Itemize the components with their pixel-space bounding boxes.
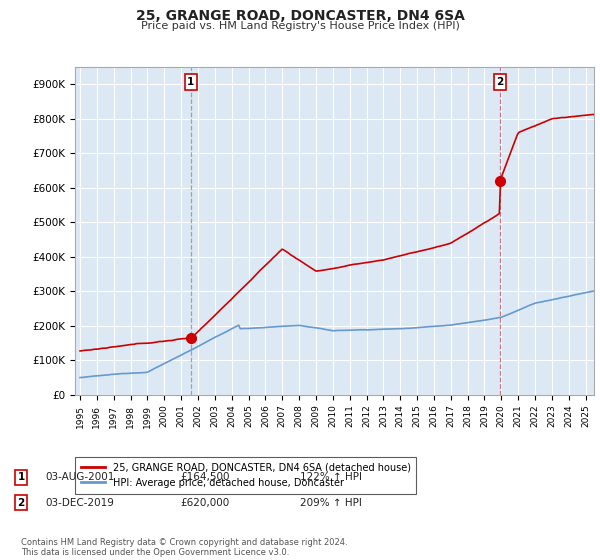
Text: 03-AUG-2001: 03-AUG-2001 [45,472,115,482]
Legend: 25, GRANGE ROAD, DONCASTER, DN4 6SA (detached house), HPI: Average price, detach: 25, GRANGE ROAD, DONCASTER, DN4 6SA (det… [74,457,416,493]
Text: £164,500: £164,500 [180,472,229,482]
Text: 209% ↑ HPI: 209% ↑ HPI [300,498,362,508]
Text: 1: 1 [17,472,25,482]
Text: 1: 1 [187,77,194,87]
Text: 2: 2 [17,498,25,508]
Text: Contains HM Land Registry data © Crown copyright and database right 2024.
This d: Contains HM Land Registry data © Crown c… [21,538,347,557]
Text: 2: 2 [496,77,503,87]
Text: 25, GRANGE ROAD, DONCASTER, DN4 6SA: 25, GRANGE ROAD, DONCASTER, DN4 6SA [136,9,464,23]
Text: 122% ↑ HPI: 122% ↑ HPI [300,472,362,482]
Text: Price paid vs. HM Land Registry's House Price Index (HPI): Price paid vs. HM Land Registry's House … [140,21,460,31]
Text: £620,000: £620,000 [180,498,229,508]
Text: 03-DEC-2019: 03-DEC-2019 [45,498,114,508]
